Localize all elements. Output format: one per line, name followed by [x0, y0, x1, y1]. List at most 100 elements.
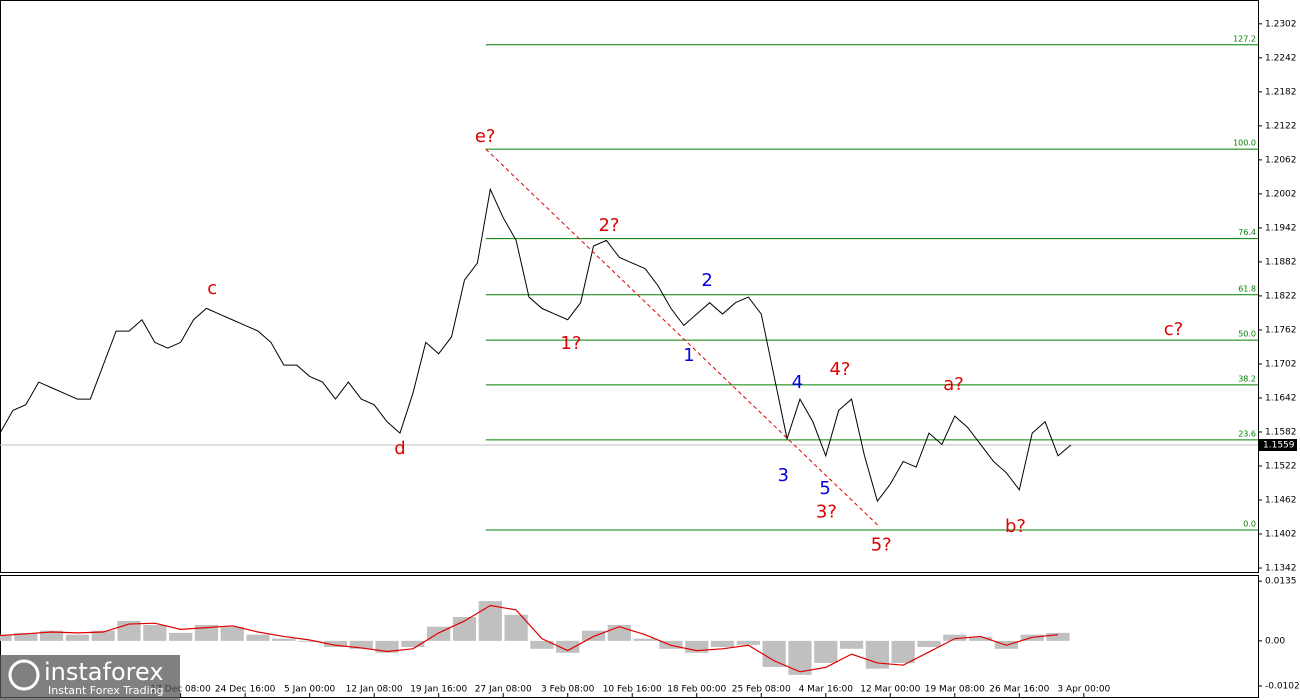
- wave-label: c: [207, 278, 217, 299]
- main-panel: [0, 0, 1259, 573]
- histogram-bar: [839, 640, 864, 649]
- histogram-bar: [762, 640, 786, 667]
- histogram-bar: [788, 640, 812, 675]
- histogram-bar: [633, 638, 657, 641]
- histogram-bar: [478, 601, 502, 641]
- logo-icon: [8, 659, 40, 691]
- last-price-box: [1259, 439, 1297, 452]
- fib-label: 127.2: [1233, 34, 1256, 43]
- wave-label: 1?: [560, 333, 581, 354]
- wave-label: 3: [777, 465, 788, 486]
- y-tick-label: 1.1462: [1265, 496, 1297, 506]
- histogram-bar: [736, 640, 760, 645]
- trend-line: [485, 148, 881, 528]
- x-tick-label: 5 Jan 00:00: [284, 685, 336, 695]
- y-tick-label: 1.1882: [1265, 257, 1297, 267]
- y-tick-label: 1.2002: [1265, 189, 1297, 199]
- signal-line: [0, 604, 1059, 673]
- wave-label: 2: [701, 270, 712, 291]
- y-tick-label: 1.1762: [1265, 325, 1297, 335]
- histogram-bar: [39, 630, 64, 641]
- histogram-bar: [685, 640, 709, 653]
- histogram-bar: [194, 624, 219, 641]
- histogram-bar: [968, 636, 993, 641]
- histogram-bar: [865, 640, 889, 669]
- logo-brand: instaforex: [44, 658, 164, 686]
- x-tick-label: 12 Jan 08:00: [346, 685, 403, 695]
- x-tick-label: 26 Mar 16:00: [989, 685, 1049, 695]
- fib-label: 76.4: [1238, 228, 1256, 237]
- histogram-bar: [272, 638, 296, 641]
- y-tick-label: 0.0135: [1265, 577, 1297, 587]
- y-tick-label: 1.1642: [1265, 393, 1297, 403]
- y-tick-label: 1.2242: [1265, 53, 1297, 63]
- histogram-bar: [917, 640, 941, 648]
- price-line: [0, 187, 1072, 503]
- fib-label: 61.8: [1238, 284, 1256, 293]
- wave-label: d: [394, 438, 405, 459]
- x-tick-label: 27 Jan 08:00: [475, 685, 532, 695]
- last-price-label: 1.1559: [1263, 441, 1295, 451]
- histogram-bar: [220, 626, 244, 641]
- histogram-bar: [943, 634, 967, 641]
- histogram-bar: [556, 640, 580, 653]
- x-tick-label: 10 Feb 16:00: [603, 685, 662, 695]
- y-tick-label: 1.1522: [1265, 461, 1297, 471]
- fib-label: 50.0: [1238, 330, 1256, 339]
- histogram-bar: [581, 630, 606, 641]
- y-tick-label: 1.2122: [1265, 121, 1297, 131]
- histogram-bar: [14, 632, 38, 641]
- y-tick-label: 1.2062: [1265, 155, 1297, 165]
- x-tick-label: 24 Dec 16:00: [215, 685, 276, 695]
- y-tick-label: 1.2302: [1265, 19, 1297, 29]
- fib-label: 38.2: [1238, 374, 1256, 383]
- y-tick-label: 1.1402: [1265, 530, 1297, 540]
- wave-label: 5?: [871, 534, 892, 555]
- fib-label: 0.0: [1243, 520, 1256, 529]
- y-tick-label: 1.1822: [1265, 291, 1297, 301]
- histogram-bar: [710, 640, 735, 648]
- x-tick-label: 19 Mar 08:00: [925, 685, 985, 695]
- wave-label: c?: [1164, 319, 1183, 340]
- logo-tagline: Instant Forex Trading: [48, 684, 164, 697]
- y-tick-label: 1.1942: [1265, 223, 1297, 233]
- histogram-bar: [401, 640, 425, 648]
- fib-label: 23.6: [1238, 429, 1256, 438]
- wave-label: 2?: [598, 215, 619, 236]
- histogram-bar: [814, 640, 838, 663]
- histogram-bar: [504, 614, 528, 641]
- y-tick-label: 1.1342: [1265, 564, 1297, 574]
- histogram-bar: [246, 634, 270, 641]
- x-tick-label: 18 Feb 00:00: [667, 685, 726, 695]
- x-tick-label: 25 Feb 08:00: [732, 685, 791, 695]
- wave-label: 4: [792, 372, 803, 393]
- wave-label: 5: [819, 478, 830, 499]
- x-tick-label: 19 Jan 16:00: [410, 685, 467, 695]
- y-tick-label: 1.1702: [1265, 359, 1297, 369]
- histogram-bar: [530, 640, 554, 649]
- y-tick-label: 1.1582: [1265, 427, 1297, 437]
- histogram-bar: [349, 640, 373, 649]
- wave-label: 4?: [829, 359, 850, 380]
- histogram-bar: [298, 640, 322, 642]
- y-tick-label: 0.00: [1265, 636, 1285, 646]
- x-tick-label: 3 Feb 08:00: [541, 685, 595, 695]
- histogram-bar: [0, 634, 12, 641]
- histogram-bar: [1046, 632, 1070, 641]
- histogram-bar: [891, 640, 915, 663]
- histogram-bar: [143, 624, 167, 641]
- x-tick-label: 4 Mar 16:00: [799, 685, 854, 695]
- histogram-bar: [91, 630, 115, 641]
- fib-label: 100.0: [1233, 139, 1256, 148]
- histogram-bar: [169, 632, 193, 641]
- histogram-bar: [375, 640, 399, 653]
- x-tick-label: 12 Mar 00:00: [860, 685, 920, 695]
- y-tick-label: -0.0102: [1265, 681, 1300, 691]
- histogram-bar: [452, 616, 477, 641]
- y-tick-label: 1.2182: [1265, 87, 1297, 97]
- logo: instaforex Instant Forex Trading: [0, 655, 180, 700]
- wave-label: e?: [475, 126, 496, 147]
- wave-label: a?: [943, 374, 964, 395]
